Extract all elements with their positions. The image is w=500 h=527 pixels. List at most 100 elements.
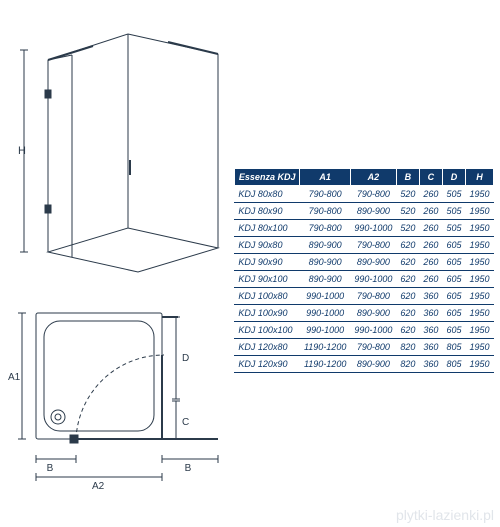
cell: 790-800 (350, 288, 396, 305)
cell: 1950 (465, 322, 493, 339)
cell: 1190-1200 (300, 339, 350, 356)
cell: 890-900 (350, 254, 396, 271)
cell: 605 (442, 237, 465, 254)
plan-view: A1 A2 B B (8, 295, 228, 495)
cell: 790-800 (300, 220, 350, 237)
cell: 520 (396, 220, 419, 237)
cell: 805 (442, 356, 465, 373)
cell: 790-800 (350, 237, 396, 254)
cell: 620 (396, 288, 419, 305)
col-d: D (442, 169, 465, 186)
cell: KDJ 100x80 (234, 288, 300, 305)
cell: KDJ 100x100 (234, 322, 300, 339)
cell: 1950 (465, 271, 493, 288)
cell: 620 (396, 271, 419, 288)
cell: 1950 (465, 220, 493, 237)
cell: KDJ 90x90 (234, 254, 300, 271)
cell: 990-1000 (300, 322, 350, 339)
cell: 1950 (465, 339, 493, 356)
cell: 1950 (465, 203, 493, 220)
cell: 990-1000 (300, 288, 350, 305)
table-row: KDJ 80x90 790-800 890-900 520 260 505 19… (234, 203, 493, 220)
cell: 605 (442, 254, 465, 271)
cell: 505 (442, 186, 465, 203)
table-row: KDJ 100x80 990-1000 790-800 620 360 605 … (234, 288, 493, 305)
cell: 605 (442, 271, 465, 288)
cell: 890-900 (300, 271, 350, 288)
cell: 260 (419, 220, 442, 237)
table-row: KDJ 100x90 990-1000 890-900 620 360 605 … (234, 305, 493, 322)
cell: 360 (419, 288, 442, 305)
cell: 805 (442, 339, 465, 356)
cell: KDJ 80x90 (234, 203, 300, 220)
cell: 505 (442, 203, 465, 220)
cell: 1950 (465, 186, 493, 203)
cell: 520 (396, 186, 419, 203)
cell: 605 (442, 322, 465, 339)
table-header-row: Essenza KDJ A1 A2 B C D H (234, 169, 493, 186)
cell: 620 (396, 305, 419, 322)
cell: KDJ 90x100 (234, 271, 300, 288)
cell: 890-900 (300, 237, 350, 254)
cell: 820 (396, 339, 419, 356)
cell: KDJ 90x80 (234, 237, 300, 254)
cell: 990-1000 (350, 271, 396, 288)
table-row: KDJ 90x80 890-900 790-800 620 260 605 19… (234, 237, 493, 254)
cell: KDJ 80x80 (234, 186, 300, 203)
table-row: KDJ 100x100 990-1000 990-1000 620 360 60… (234, 322, 493, 339)
plan-label-b-left: B (47, 463, 54, 474)
cell: 990-1000 (300, 305, 350, 322)
cell: 605 (442, 305, 465, 322)
spec-table: Essenza KDJ A1 A2 B C D H KDJ 80x80 790-… (234, 168, 494, 373)
cell: 620 (396, 254, 419, 271)
plan-label-a2: A2 (92, 481, 105, 492)
iso-label-h: H (18, 145, 26, 157)
watermark-text: plytki-lazienki.pl (396, 507, 494, 523)
col-h: H (465, 169, 493, 186)
cell: 990-1000 (350, 220, 396, 237)
table-row: KDJ 90x100 890-900 990-1000 620 260 605 … (234, 271, 493, 288)
cell: 1950 (465, 237, 493, 254)
diagrams-region: H (8, 20, 238, 500)
cell: 360 (419, 339, 442, 356)
cell: 1950 (465, 356, 493, 373)
cell: 790-800 (350, 339, 396, 356)
cell: 890-900 (350, 356, 396, 373)
spec-table-head: Essenza KDJ A1 A2 B C D H (234, 169, 493, 186)
cell: KDJ 120x80 (234, 339, 300, 356)
iso-view: H (18, 20, 228, 280)
cell: 890-900 (350, 305, 396, 322)
cell: 890-900 (300, 254, 350, 271)
cell: 790-800 (300, 203, 350, 220)
plan-label-c: C (182, 417, 189, 428)
col-a2: A2 (350, 169, 396, 186)
cell: 1190-1200 (300, 356, 350, 373)
cell: KDJ 100x90 (234, 305, 300, 322)
cell: 260 (419, 254, 442, 271)
table-row: KDJ 80x80 790-800 790-800 520 260 505 19… (234, 186, 493, 203)
cell: 620 (396, 322, 419, 339)
cell: 790-800 (350, 186, 396, 203)
cell: 890-900 (350, 203, 396, 220)
col-model: Essenza KDJ (234, 169, 300, 186)
plan-label-d: D (182, 353, 189, 364)
cell: 360 (419, 305, 442, 322)
spec-table-body: KDJ 80x80 790-800 790-800 520 260 505 19… (234, 186, 493, 373)
cell: 520 (396, 203, 419, 220)
cell: 260 (419, 203, 442, 220)
cell: 260 (419, 186, 442, 203)
table-row: KDJ 80x100 790-800 990-1000 520 260 505 … (234, 220, 493, 237)
cell: 1950 (465, 288, 493, 305)
plan-label-b-right: B (185, 463, 192, 474)
col-c: C (419, 169, 442, 186)
cell: 990-1000 (350, 322, 396, 339)
cell: 260 (419, 237, 442, 254)
iso-svg: H (18, 20, 228, 280)
cell: 360 (419, 322, 442, 339)
cell: 620 (396, 237, 419, 254)
cell: 260 (419, 271, 442, 288)
col-b: B (396, 169, 419, 186)
plan-label-a1: A1 (8, 372, 21, 383)
cell: 360 (419, 356, 442, 373)
cell: 605 (442, 288, 465, 305)
